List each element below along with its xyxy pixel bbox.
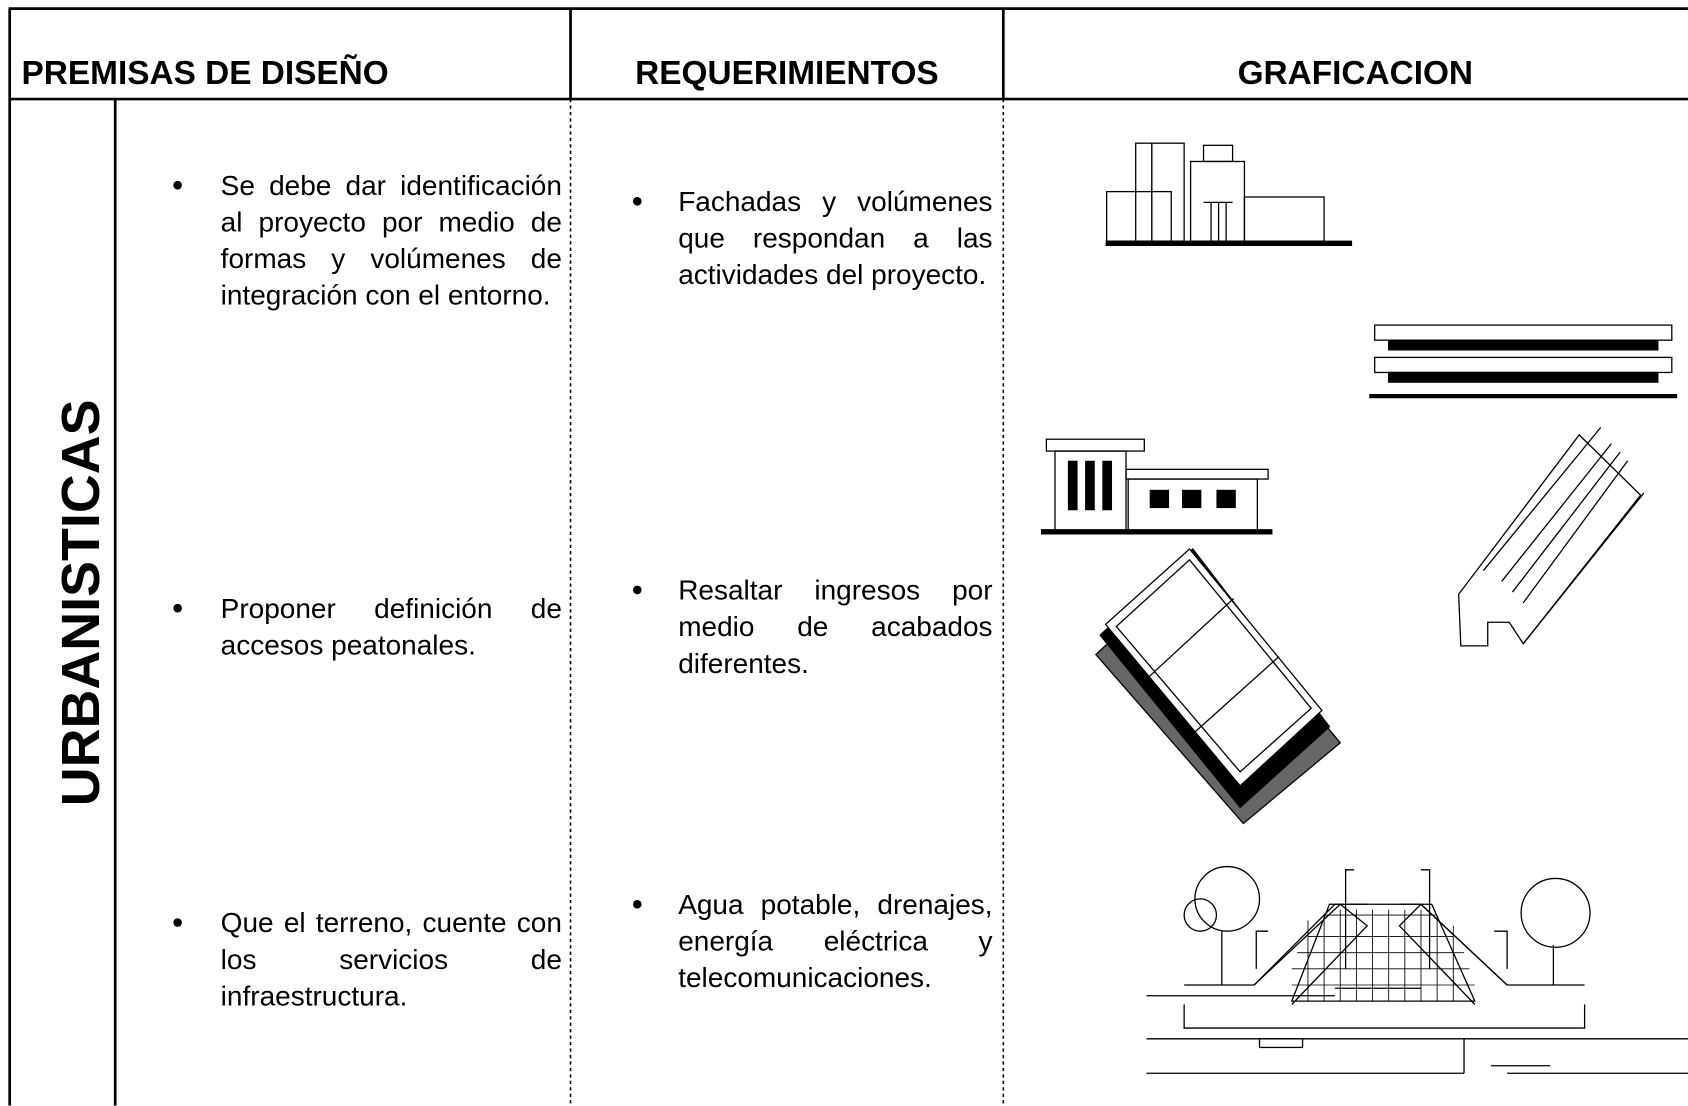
bullet — [632, 196, 642, 206]
category-label: URBANISTICAS — [50, 399, 111, 807]
roof-drawing — [1458, 426, 1645, 647]
column-header: GRAFICACION — [1237, 53, 1474, 92]
slab-drawing — [1369, 324, 1678, 399]
premise-text: Se debe dar identificación al proyecto p… — [220, 169, 562, 312]
requirement-text: Fachadas y volúmenes que respondan a las… — [678, 185, 993, 291]
bullet — [632, 899, 642, 909]
column-header: REQUERIMIENTOS — [635, 53, 939, 92]
bullet — [173, 918, 182, 927]
requirement-text: Agua potable, drenajes, energía eléctric… — [678, 888, 993, 994]
house-drawing — [1040, 438, 1273, 535]
requirement-text: Resaltar ingresos por medio de acabados … — [678, 573, 993, 680]
bullet — [173, 603, 182, 613]
column-header: PREMISAS DE DISEÑO — [21, 53, 389, 92]
premise-text: Proponer definición de accesos peatonale… — [220, 592, 562, 661]
bullet — [632, 585, 642, 595]
bullet — [173, 180, 182, 190]
entrance-drawing — [1146, 865, 1688, 1074]
facade-drawing — [1105, 142, 1353, 246]
premise-text: Que el terreno, cuente con los servicios… — [220, 906, 562, 1012]
block-drawing — [1094, 548, 1342, 825]
